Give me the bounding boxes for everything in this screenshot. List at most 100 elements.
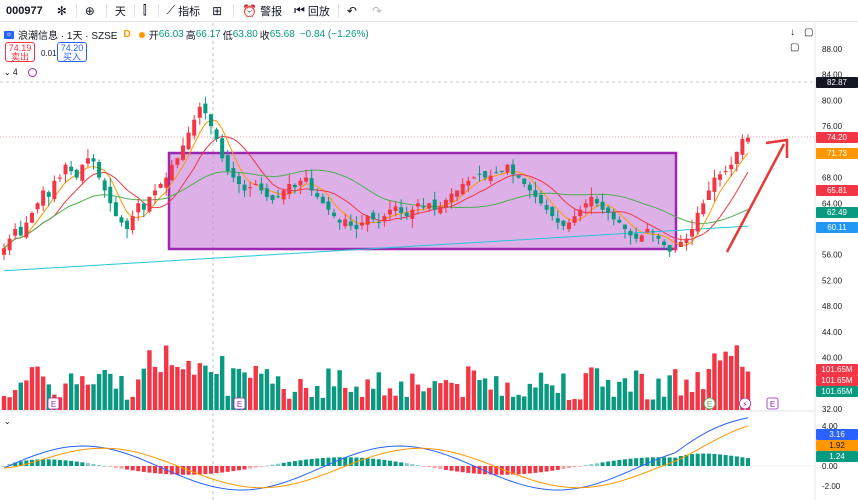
candle-body <box>438 206 443 214</box>
moving-average-line <box>3 135 749 249</box>
undo-button[interactable]: ↶ <box>341 0 366 22</box>
fullscreen-icon[interactable]: ▢ <box>804 27 814 38</box>
candle-body <box>455 190 460 197</box>
moving-averages <box>3 119 749 272</box>
candle-body <box>667 245 672 252</box>
candle-body <box>343 219 348 227</box>
sell-button[interactable]: 74.19 卖出 <box>5 42 35 62</box>
dividend-marker[interactable]: ⚡ <box>739 397 751 410</box>
volume-bar <box>309 397 314 410</box>
candle-body <box>315 193 320 197</box>
volume-bar <box>191 374 197 410</box>
volume-bar <box>600 386 605 410</box>
volume-bar <box>24 380 29 410</box>
macd-histogram-bar <box>231 466 236 472</box>
candle-body <box>527 184 532 191</box>
candle-body <box>220 138 225 159</box>
macd-histogram-bar <box>136 466 141 472</box>
volume-bar <box>348 391 354 410</box>
candle-body <box>622 224 627 229</box>
candle-body <box>337 219 342 223</box>
volume-bar <box>561 373 566 410</box>
buy-button[interactable]: 74.20 买入 <box>57 42 87 62</box>
volume-bar <box>656 378 661 410</box>
alert-button[interactable]: ⏰ 警报 <box>236 0 288 22</box>
earnings-marker[interactable]: E <box>703 397 716 410</box>
macd-histogram-bar <box>203 466 208 475</box>
volume-bar <box>510 396 516 410</box>
volume-bar <box>359 396 365 410</box>
trend-arrowhead <box>765 138 789 158</box>
plus-circle-icon: ⊕ <box>84 3 95 18</box>
candle-body <box>555 218 560 223</box>
candle-body <box>684 238 689 244</box>
price-chart[interactable]: 88.0084.0080.0076.0072.0068.0064.0060.00… <box>0 23 858 500</box>
candle-body <box>617 219 622 223</box>
macd-histogram-bar <box>499 466 504 475</box>
macd-histogram-bar <box>220 466 225 473</box>
compare-button[interactable]: ✻ <box>53 0 74 22</box>
volume-bar <box>242 372 247 410</box>
macd-histogram-bar <box>52 459 57 466</box>
redo-button[interactable]: ↷ <box>366 0 391 22</box>
price-tick-label: 88.00 <box>822 45 843 54</box>
macd-histogram-bar <box>80 462 85 466</box>
volume-bar <box>566 399 572 410</box>
candle-body <box>432 199 437 210</box>
volume-bar <box>186 360 191 410</box>
macd-histogram-bar <box>404 463 409 466</box>
macd-histogram-bar <box>673 457 678 466</box>
candle-body <box>499 170 504 172</box>
macd-histogram-bar <box>281 462 286 466</box>
volume-bar <box>678 395 684 410</box>
candle-body <box>544 205 549 210</box>
volume-bar <box>645 399 650 410</box>
layout-button[interactable]: ⊞ <box>206 0 231 22</box>
volume-bar <box>259 373 264 410</box>
volume-bar <box>533 387 538 410</box>
candle-body <box>18 226 23 236</box>
volume-bar <box>622 378 628 410</box>
candle-body <box>600 201 605 210</box>
candle-body <box>52 180 57 199</box>
candle-body <box>41 190 46 206</box>
divider <box>75 3 77 18</box>
spread-value: 0.01 <box>41 49 57 58</box>
volume-bar <box>203 365 208 410</box>
macd-histogram-bar <box>320 457 325 466</box>
candle-body <box>264 188 269 197</box>
candle-body <box>298 180 303 186</box>
macd-histogram-bar <box>695 453 700 466</box>
symbol-search[interactable]: 000977 <box>0 0 53 22</box>
delay-badge: D <box>123 29 131 40</box>
volume-bar <box>723 351 728 410</box>
earnings-marker[interactable]: E <box>766 397 779 410</box>
volume-marker-label: 101.65M <box>816 375 858 386</box>
earnings-marker[interactable]: E <box>47 397 60 410</box>
download-icon[interactable]: ↓ <box>790 27 795 38</box>
volume-bar <box>247 377 253 410</box>
symbol-title[interactable]: 浪潮信息 · 1天 · SZSE <box>18 31 118 42</box>
volume-bar <box>740 366 745 410</box>
volume-bar <box>7 397 12 410</box>
add-symbol-button[interactable]: ⊕ <box>79 0 104 22</box>
interval-button[interactable]: 天 <box>109 0 132 22</box>
replay-button[interactable]: ⏮ 回放 <box>288 0 336 22</box>
candle-body <box>404 212 409 217</box>
candle-body <box>382 216 387 221</box>
macd-collapse-icon[interactable]: ⌄ <box>4 417 11 426</box>
volume-bar <box>130 396 135 410</box>
indicators-button[interactable]: ⟋ 指标 <box>161 0 206 22</box>
chart-type-button[interactable]: ⫿ <box>137 0 156 22</box>
macd-histogram-bar <box>197 466 202 475</box>
volume-bar <box>432 381 437 410</box>
indicators-toggle[interactable]: ⌄ 4 <box>4 67 37 77</box>
chart-line-icon: ⟋ <box>166 3 176 17</box>
trend-arrow[interactable] <box>725 143 786 253</box>
settings-icon[interactable]: ▢ <box>790 42 800 53</box>
volume-bar <box>706 368 712 410</box>
price-axis: 88.0084.0080.0076.0072.0068.0064.0060.00… <box>822 45 843 491</box>
candle-body <box>153 190 158 196</box>
earnings-marker[interactable]: E <box>233 397 246 410</box>
candle-body <box>326 201 331 210</box>
